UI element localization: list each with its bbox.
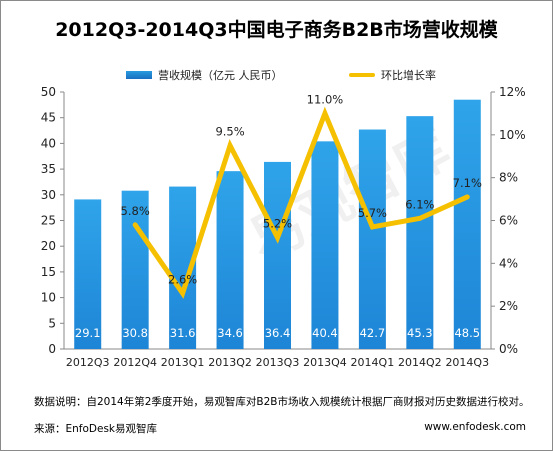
legend-bar-swatch [126,71,152,79]
bar [121,190,149,349]
growth-value-label: 5.8% [121,204,150,218]
legend-item-revenue: 营收规模（亿元 人民币） [126,67,283,83]
bar [264,161,291,349]
growth-point [419,217,421,219]
y-right-tick-label: 4% [499,256,518,270]
bar-value-label: 42.7 [360,326,386,340]
data-note: 数据说明：自2014年第2季度开始，易观智库对B2B市场收入规模统计根据厂商财报… [34,396,530,408]
bar [216,171,244,349]
chart-title: 2012Q3-2014Q3中国电子商务B2B市场营收规模 [55,19,498,41]
growth-value-label: 9.5% [215,125,244,139]
x-tick-label: 2013Q2 [208,356,252,369]
bar-value-label: 29.1 [75,326,101,340]
legend-label-revenue: 营收规模（亿元 人民币） [158,69,283,82]
bar-value-label: 40.4 [312,326,338,340]
y-left-tick-label: 15 [41,265,56,279]
y-left-tick-label: 5 [48,316,56,330]
bar [74,199,102,349]
legend-line-swatch [349,73,375,77]
growth-value-label: 7.1% [453,176,482,190]
bar [358,129,386,349]
growth-point [371,226,373,228]
x-tick-label: 2014Q2 [398,356,442,369]
bar [311,141,339,349]
growth-point [466,196,468,198]
x-tick-label: 2013Q3 [256,356,300,369]
growth-point [324,112,326,114]
x-tick-label: 2013Q4 [303,356,347,369]
y-right-tick-label: 12% [499,85,526,99]
bar [406,116,434,350]
legend-label-growth: 环比增长率 [381,69,436,82]
y-left-tick-label: 35 [41,162,56,176]
legend-item-growth: 环比增长率 [349,67,436,83]
y-left-tick-label: 45 [41,111,56,125]
y-right-tick-label: 6% [499,214,518,228]
y-left-tick-label: 20 [41,239,56,253]
y-right-tick-label: 8% [499,171,518,185]
y-right-tick-label: 10% [499,128,526,142]
growth-point [134,224,136,226]
growth-value-label: 5.2% [263,217,292,231]
growth-point [182,292,184,294]
x-tick-label: 2012Q3 [66,356,110,369]
growth-value-label: 5.7% [358,206,387,220]
x-tick-label: 2014Q1 [351,356,395,369]
x-tick-label: 2012Q4 [113,356,157,369]
y-left-tick-label: 40 [41,136,56,150]
y-left-tick-label: 10 [41,291,56,305]
x-tick-label: 2013Q1 [161,356,205,369]
bar-value-label: 31.6 [170,326,196,340]
bar-value-label: 45.3 [407,326,433,340]
website-link[interactable]: www.enfodesk.com [424,421,526,433]
growth-point [277,237,278,239]
growth-line [132,106,470,299]
x-tick-label: 2014Q3 [445,356,489,369]
y-left-tick-label: 30 [41,188,56,202]
y-right-tick-label: 2% [499,299,518,313]
y-left-tick-label: 0 [48,342,56,356]
growth-value-label: 6.1% [405,197,434,211]
growth-value-label: 11.0% [307,92,344,106]
y-left-tick-label: 50 [41,85,56,99]
growth-point [229,145,231,147]
growth-value-label: 2.6% [168,272,197,286]
bar-value-label: 48.5 [454,326,480,340]
bar-value-label: 30.8 [122,326,148,340]
source-note: 来源：EnfoDesk易观智库 [34,423,158,435]
bar-value-label: 34.6 [217,326,243,340]
bar-value-label: 36.4 [265,326,291,340]
bar [453,99,481,350]
y-right-tick-label: 0% [499,342,518,356]
y-left-tick-label: 25 [41,214,56,228]
